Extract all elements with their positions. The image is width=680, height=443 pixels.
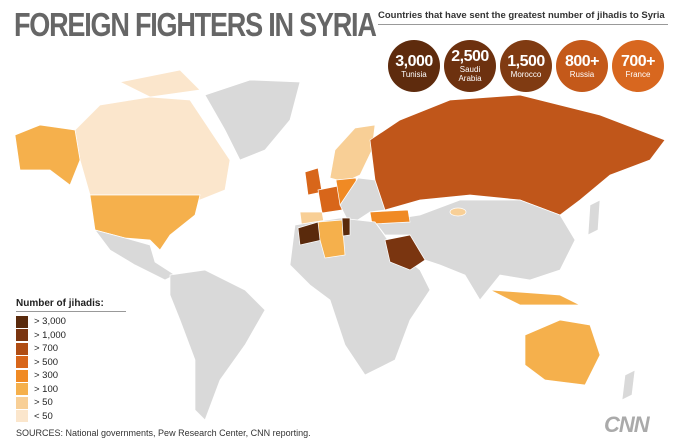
country-name: France (625, 69, 651, 79)
count: 3,000 (395, 52, 433, 70)
legend-swatch (16, 383, 28, 396)
legend-item: > 100 (16, 383, 126, 397)
country-name: Tunisia (401, 69, 427, 79)
count: 2,500 (451, 48, 489, 65)
legend-swatch (16, 342, 28, 355)
tunisia (341, 217, 351, 237)
legend-label: > 100 (34, 383, 59, 395)
country-circle: 1,500 Morocco (500, 40, 552, 92)
japan (587, 199, 601, 236)
country-name: Russia (569, 69, 595, 79)
legend-label: > 1,000 (34, 329, 66, 341)
legend-item: > 50 (16, 396, 126, 410)
indonesia (489, 289, 581, 306)
legend-item: > 3,000 (16, 315, 126, 329)
south-america (169, 269, 266, 421)
canada-islands (118, 69, 201, 98)
country-name: Morocco (510, 69, 542, 79)
top-countries: 3,000 Tunisia 2,500 Saudi Arabia 1,500 Morocc… (388, 40, 664, 92)
legend-item: > 1,000 (16, 329, 126, 343)
france (317, 185, 343, 214)
legend-item: > 700 (16, 342, 126, 356)
legend-label: > 50 (34, 397, 53, 409)
greenland (204, 79, 301, 161)
legend-swatch (16, 410, 28, 423)
sources: SOURCES: National governments, Pew Resea… (16, 428, 311, 438)
kyrgyzstan (449, 207, 467, 217)
new-zealand (621, 369, 636, 401)
count: 800+ (564, 52, 600, 70)
country-name: Saudi Arabia (458, 65, 482, 83)
canada (74, 96, 231, 201)
turkey (369, 209, 411, 225)
legend-swatch (16, 315, 28, 328)
country-circle: 700+ France (612, 40, 664, 92)
legend-swatch (16, 356, 28, 369)
count: 700+ (620, 52, 656, 70)
legend-swatch (16, 396, 28, 409)
legend-title: Number of jihadis: (16, 298, 126, 312)
legend-label: > 3,000 (34, 316, 66, 328)
logo: CNN (604, 412, 650, 437)
legend-swatch (16, 329, 28, 342)
legend-swatch (16, 369, 28, 382)
scandinavia (329, 124, 376, 183)
alaska (14, 124, 81, 186)
legend-item: > 500 (16, 356, 126, 370)
legend-label: > 700 (34, 343, 59, 355)
legend-label: > 300 (34, 370, 59, 382)
legend-label: > 500 (34, 356, 59, 368)
legend: Number of jihadis: > 3,000 > 1,000 > 700 > … (16, 298, 126, 423)
saudi-arabia (384, 234, 426, 271)
country-circle: 3,000 Tunisia (388, 40, 440, 92)
count: 1,500 (507, 52, 545, 70)
australia (524, 319, 601, 386)
title: FOREIGN FIGHTERS IN SYRIA (14, 6, 377, 43)
country-circle: 800+ Russia (556, 40, 608, 92)
algeria (317, 219, 346, 259)
country-circle: 2,500 Saudi Arabia (444, 40, 496, 92)
legend-label: < 50 (34, 410, 53, 422)
legend-item: > 300 (16, 369, 126, 383)
russia (369, 94, 666, 216)
legend-item: < 50 (16, 410, 126, 424)
subtitle: Countries that have sent the greatest nu… (378, 10, 668, 25)
